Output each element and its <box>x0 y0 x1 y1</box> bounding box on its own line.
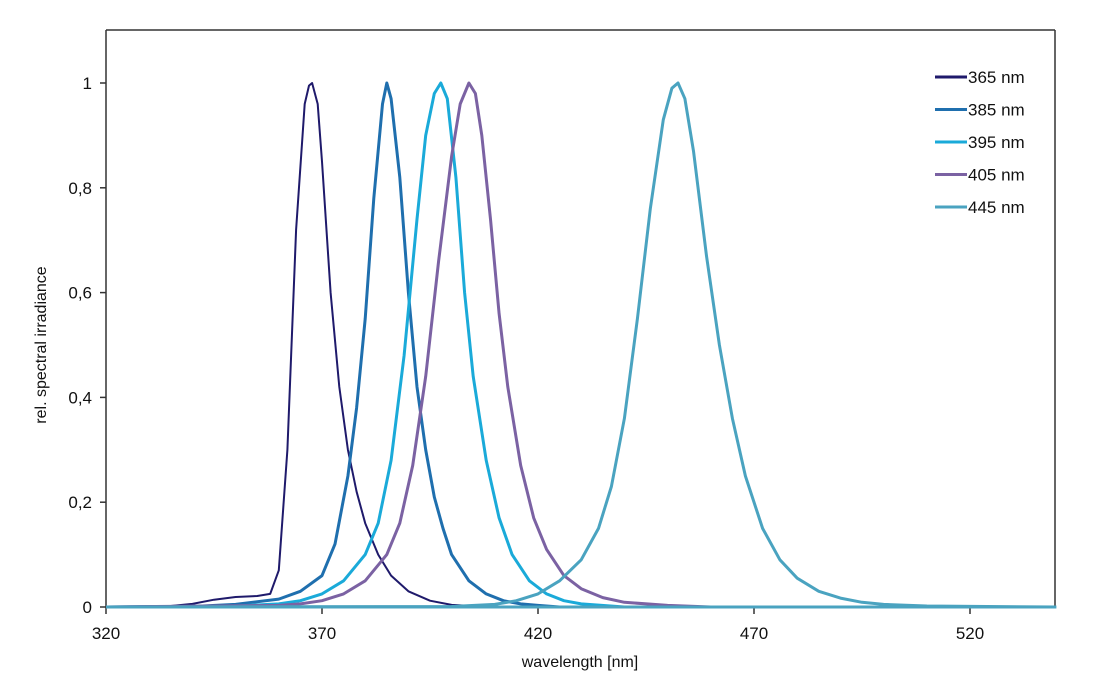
x-tick-label: 470 <box>740 624 768 643</box>
data-series <box>105 81 1057 609</box>
series-line-405-nm <box>105 81 711 609</box>
legend-label: 445 nm <box>968 198 1025 217</box>
y-axis-ticks: 0 0,2 0,4 0,6 0,8 1 <box>68 74 106 617</box>
x-axis-ticks: 320 370 420 470 520 <box>92 607 984 643</box>
y-tick-label: 0,2 <box>68 493 92 512</box>
series-line-385-nm <box>105 81 560 609</box>
legend-label: 385 nm <box>968 101 1025 120</box>
x-axis-title: wavelength [nm] <box>521 654 639 671</box>
legend-label: 405 nm <box>968 166 1025 185</box>
x-tick-label: 320 <box>92 624 120 643</box>
y-tick-label: 1 <box>83 74 92 93</box>
series-line-365-nm <box>105 82 539 608</box>
legend-label: 365 nm <box>968 68 1025 87</box>
x-tick-label: 420 <box>524 624 552 643</box>
series-line-445-nm <box>105 81 1057 609</box>
plot-area <box>105 29 1056 607</box>
legend: 365 nm 385 nm 395 nm 405 nm 445 nm <box>935 68 1025 217</box>
x-tick-label: 370 <box>308 624 336 643</box>
series-line-395-nm <box>105 81 625 609</box>
y-tick-label: 0,6 <box>68 284 92 303</box>
y-tick-label: 0,4 <box>68 388 92 407</box>
y-axis-title: rel. spectral irradiance <box>33 266 50 424</box>
y-tick-label: 0,8 <box>68 179 92 198</box>
legend-label: 395 nm <box>968 133 1025 152</box>
y-tick-label: 0 <box>83 598 92 617</box>
x-tick-label: 520 <box>956 624 984 643</box>
